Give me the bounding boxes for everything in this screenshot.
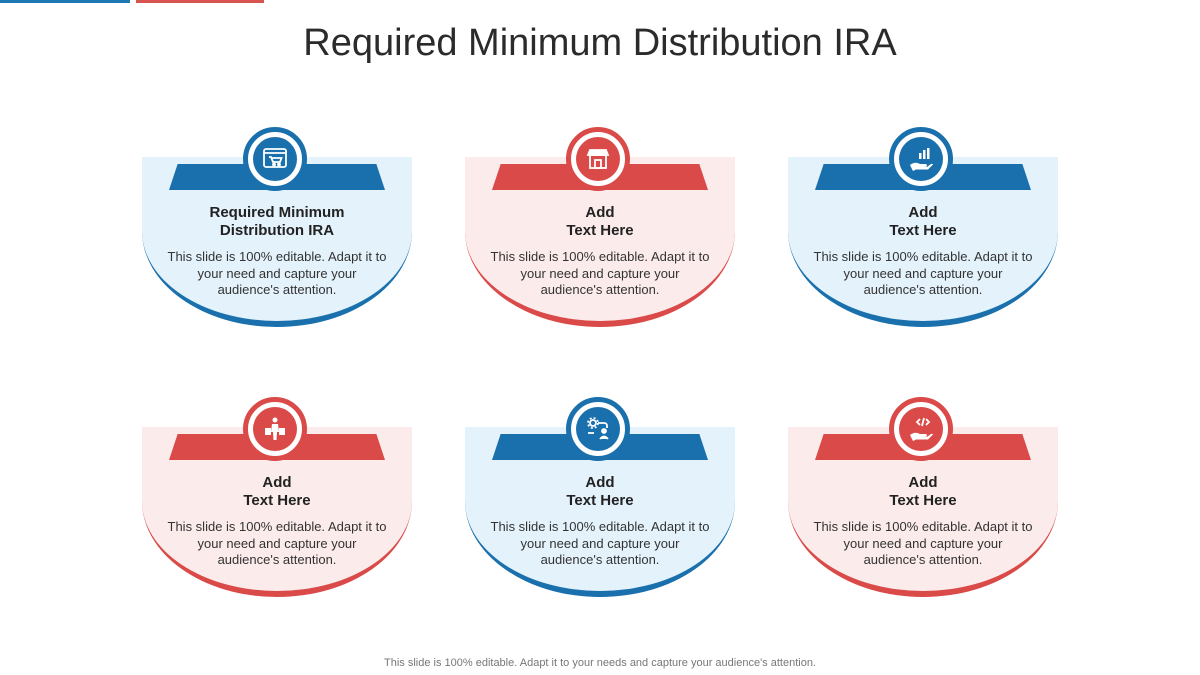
footer-note: This slide is 100% editable. Adapt it to… <box>384 657 816 669</box>
card-heading: Add Text Here <box>243 474 311 509</box>
top-accent-bar-blue <box>0 0 130 3</box>
card-3: Add Text Here This slide is 100% editabl… <box>788 127 1058 327</box>
card-4: Add Text Here This slide is 100% editabl… <box>142 397 412 597</box>
card-body-text: This slide is 100% editable. Adapt it to… <box>813 249 1033 297</box>
hand-code-icon <box>910 417 933 441</box>
hand-bar-chart-icon <box>910 148 933 171</box>
card-body-text: This slide is 100% editable. Adapt it to… <box>490 519 710 567</box>
storefront-icon <box>586 149 610 169</box>
card-body-text: This slide is 100% editable. Adapt it to… <box>167 249 387 297</box>
card-heading: Add Text Here <box>566 474 634 509</box>
card-heading: Required Minimum Distribution IRA <box>209 204 345 239</box>
card-6: Add Text Here This slide is 100% editabl… <box>788 397 1058 597</box>
card-body-text: This slide is 100% editable. Adapt it to… <box>813 519 1033 567</box>
card-5: Add Text Here This slide is 100% editabl… <box>465 397 735 597</box>
card-heading: Add Text Here <box>889 474 957 509</box>
top-accent-bar-red <box>136 0 264 3</box>
card-icon-badge <box>889 127 953 191</box>
card-icon-badge <box>243 397 307 461</box>
shopper-bags-icon <box>265 417 285 440</box>
gear-user-workflow-icon <box>587 417 609 440</box>
card-heading: Add Text Here <box>566 204 634 239</box>
card-icon-badge <box>889 397 953 461</box>
card-2: Add Text Here This slide is 100% editabl… <box>465 127 735 327</box>
card-icon-badge <box>243 127 307 191</box>
card-body-text: This slide is 100% editable. Adapt it to… <box>490 249 710 297</box>
card-heading: Add Text Here <box>889 204 957 239</box>
card-1: Required Minimum Distribution IRA This s… <box>142 127 412 327</box>
card-icon-badge <box>566 397 630 461</box>
slide-title: Required Minimum Distribution IRA <box>303 22 897 64</box>
card-body-text: This slide is 100% editable. Adapt it to… <box>167 519 387 567</box>
shopping-cart-window-icon <box>263 148 287 168</box>
card-icon-badge <box>566 127 630 191</box>
